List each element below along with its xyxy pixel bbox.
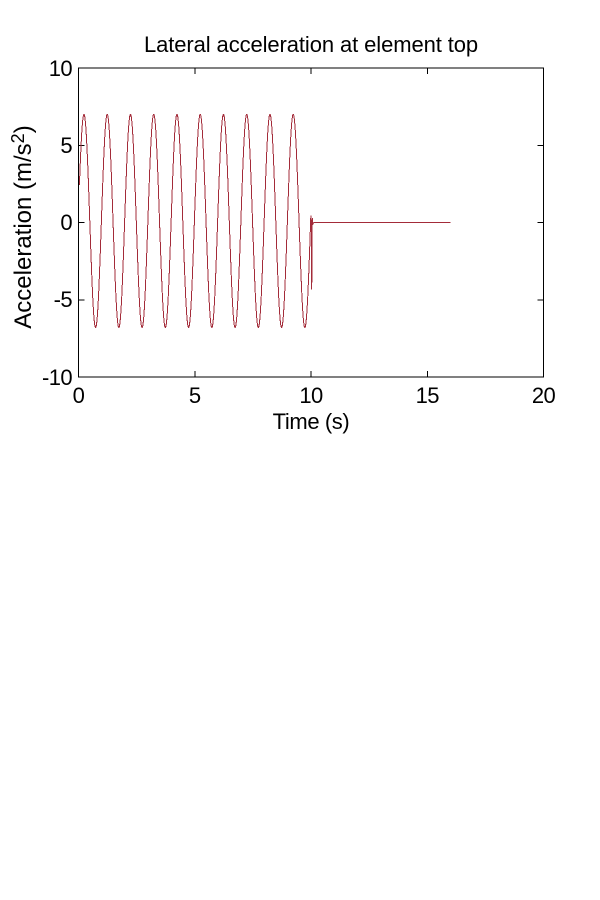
y-tick-label--10: -10 bbox=[42, 364, 73, 390]
y-tick-label-10: 10 bbox=[48, 55, 73, 81]
x-tick-label-15: 15 bbox=[415, 382, 440, 408]
x-tick-label-20: 20 bbox=[531, 382, 556, 408]
y-tick-label--5: -5 bbox=[53, 287, 73, 313]
y-tick-label-5: 5 bbox=[60, 132, 72, 158]
y-axis-label: Acceleration (m/s2) bbox=[8, 125, 37, 329]
data-line bbox=[78, 113, 451, 329]
y-axis-label-close: ) bbox=[10, 125, 37, 134]
plot-area bbox=[78, 67, 544, 378]
x-tick-label-5: 5 bbox=[188, 382, 201, 408]
x-tick-label-10: 10 bbox=[299, 382, 323, 408]
axes-box bbox=[78, 67, 544, 378]
chart-title: Lateral acceleration at element top bbox=[143, 32, 479, 57]
x-tick-label-0: 0 bbox=[72, 382, 85, 408]
y-axis-label-text: Acceleration (m/s bbox=[10, 143, 37, 329]
y-axis-label-superscript: 2 bbox=[8, 133, 28, 144]
series-lateral-acceleration bbox=[78, 113, 451, 329]
x-axis-label: Time (s) bbox=[272, 409, 350, 434]
y-tick-label-0: 0 bbox=[60, 210, 72, 235]
